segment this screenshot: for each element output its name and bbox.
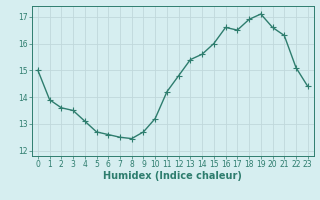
X-axis label: Humidex (Indice chaleur): Humidex (Indice chaleur) — [103, 171, 242, 181]
